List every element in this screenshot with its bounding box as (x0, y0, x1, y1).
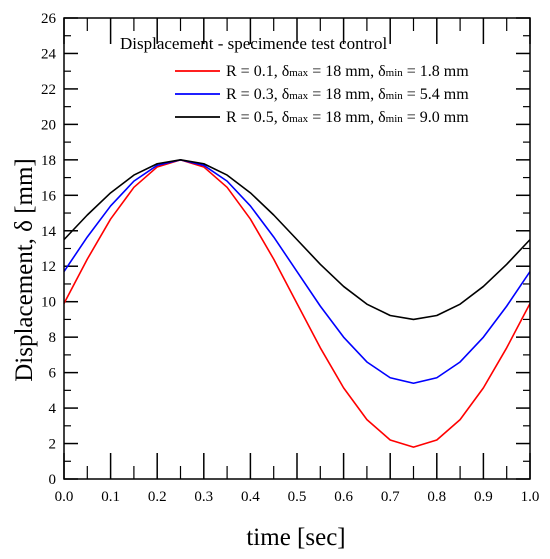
series-line-3 (63, 159, 531, 321)
x-tick-label: 0.7 (381, 489, 400, 505)
x-tick-label: 0.4 (241, 489, 260, 505)
y-tick-label: 22 (41, 82, 56, 98)
legend-label-1: R = 0.1, δmax = 18 mm, δmin = 1.8 mm (226, 63, 469, 80)
y-tick-label: 16 (41, 188, 57, 204)
y-tick-label: 26 (41, 11, 57, 27)
x-tick-label: 0.9 (474, 489, 493, 505)
x-tick-label: 0.6 (334, 489, 353, 505)
y-tick-label: 24 (41, 46, 57, 62)
y-tick-label: 4 (49, 401, 57, 417)
y-tick-label: 6 (49, 366, 57, 382)
y-minor-ticks (64, 35, 530, 462)
x-tick-labels: 0.0 0.1 0.2 0.3 0.4 0.5 0.6 0.7 0.8 0.9 1.0 (55, 489, 540, 505)
y-axis-title: Displacement, δ [mm] (11, 158, 38, 382)
y-major-ticks (64, 17, 530, 480)
y-tick-label: 18 (41, 153, 56, 169)
x-tick-label: 1.0 (521, 489, 540, 505)
plot-frame (63, 17, 531, 480)
x-tick-label: 0.8 (427, 489, 446, 505)
y-tick-label: 14 (41, 224, 57, 240)
y-tick-label: 0 (49, 472, 57, 488)
x-tick-label: 0.2 (148, 489, 167, 505)
x-tick-label: 0.0 (55, 489, 74, 505)
x-tick-label: 0.3 (194, 489, 213, 505)
y-tick-label: 8 (49, 330, 57, 346)
legend-label-3: R = 0.5, δmax = 18 mm, δmin = 9.0 mm (226, 109, 469, 126)
y-tick-label: 12 (41, 259, 56, 275)
series-line-2 (63, 159, 531, 385)
series-line-1 (63, 159, 531, 448)
legend: Displacement - specimence test control R… (120, 34, 469, 126)
x-tick-label: 0.1 (101, 489, 120, 505)
legend-title: Displacement - specimence test control (120, 34, 387, 53)
y-tick-label: 10 (41, 295, 56, 311)
series-lines (63, 159, 531, 448)
legend-label-2: R = 0.3, δmax = 18 mm, δmin = 5.4 mm (226, 86, 469, 103)
y-tick-label: 2 (49, 437, 57, 453)
x-tick-label: 0.5 (288, 489, 307, 505)
y-tick-label: 20 (41, 117, 56, 133)
x-axis-title: time [sec] (246, 524, 345, 551)
x-minor-ticks (86, 18, 508, 479)
